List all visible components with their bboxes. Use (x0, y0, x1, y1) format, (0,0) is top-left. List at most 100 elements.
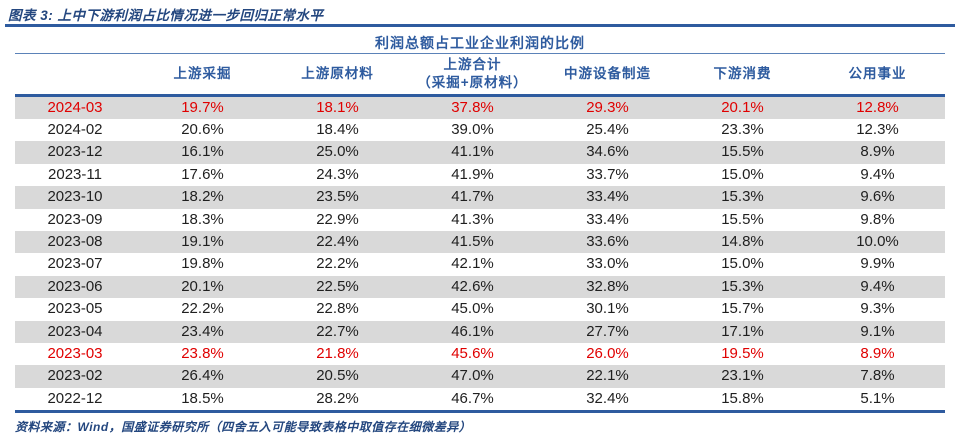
table-row-2023-11: 2023-11 17.6% 24.3% 41.9% 33.7% 15.0% 9.4% (15, 164, 945, 186)
row-value: 7.8% (860, 367, 895, 385)
row-value: 23.8% (181, 344, 224, 362)
row-value: 22.9% (316, 210, 359, 228)
row-value: 23.5% (316, 188, 359, 206)
profit-share-table-container: 利润总额占工业企业利润的比例 上游采掘 上游原材料 上游合计 （采掘+原材料） 中游设… (15, 33, 945, 414)
row-value: 15.8% (721, 389, 764, 407)
row-value: 26.4% (181, 367, 224, 385)
row-value: 8.9% (860, 143, 895, 161)
row-value: 8.9% (860, 344, 895, 362)
row-value: 45.0% (451, 300, 494, 318)
row-value: 22.2% (316, 255, 359, 273)
row-value: 17.6% (181, 165, 224, 183)
row-value: 12.8% (856, 98, 899, 116)
row-value: 18.1% (316, 98, 359, 116)
row-value: 19.8% (181, 255, 224, 273)
table-body: 2024-03 19.7% 18.1% 37.8% 29.3% 20.1% 12.8% 202… (15, 95, 945, 410)
row-date: 2024-03 (47, 98, 103, 116)
table-row-2023-05: 2023-05 22.2% 22.8% 45.0% 30.1% 15.7% 9.3% (15, 298, 945, 320)
row-value: 25.0% (316, 143, 359, 161)
row-value: 14.8% (721, 232, 764, 250)
source-note: 资料来源：Wind，国盛证券研究所（四舍五入可能导致表格中取值存在细微差异） (15, 420, 472, 434)
row-value: 22.5% (316, 277, 359, 295)
row-value: 15.5% (721, 210, 764, 228)
row-value: 41.1% (451, 143, 494, 161)
row-value: 30.1% (586, 300, 629, 318)
column-header-2: 上游原材料 (270, 54, 405, 97)
table-row-2024-03: 2024-03 19.7% 18.1% 37.8% 29.3% 20.1% 12.8% (15, 95, 945, 119)
row-value: 5.1% (860, 389, 895, 407)
row-value: 9.4% (860, 165, 895, 183)
column-header-4: 中游设备制造 (540, 54, 675, 97)
table-title: 利润总额占工业企业利润的比例 (375, 35, 585, 51)
row-value: 37.8% (451, 98, 494, 116)
row-value: 15.0% (721, 255, 764, 273)
row-value: 22.8% (316, 300, 359, 318)
row-value: 15.3% (721, 277, 764, 295)
column-header-1: 上游采掘 (135, 54, 270, 97)
row-value: 33.4% (586, 188, 629, 206)
row-value: 47.0% (451, 367, 494, 385)
row-value: 39.0% (451, 120, 494, 138)
row-value: 33.6% (586, 232, 629, 250)
table-row-2023-12: 2023-12 16.1% 25.0% 41.1% 34.6% 15.5% 8.9% (15, 141, 945, 164)
figure-title: 图表 3: 上中下游利润占比情况进一步回归正常水平 (8, 8, 324, 23)
row-value: 28.2% (316, 389, 359, 407)
row-value: 46.1% (451, 322, 494, 340)
row-value: 22.2% (181, 300, 224, 318)
row-value: 12.3% (856, 120, 899, 138)
row-value: 20.5% (316, 367, 359, 385)
profit-share-table: 上游采掘 上游原材料 上游合计 （采掘+原材料） 中游设备制造 下游消费 公用事业 202… (15, 54, 945, 410)
row-value: 23.3% (721, 120, 764, 138)
header-thin-divider (15, 53, 945, 54)
table-row-2023-02: 2023-02 26.4% 20.5% 47.0% 22.1% 23.1% 7.8% (15, 365, 945, 388)
row-value: 20.1% (721, 98, 764, 116)
row-value: 19.1% (181, 232, 224, 250)
column-header-3: 上游合计 （采掘+原材料） (405, 54, 540, 97)
row-value: 27.7% (586, 322, 629, 340)
row-value: 32.8% (586, 277, 629, 295)
row-value: 20.6% (181, 120, 224, 138)
row-value: 15.0% (721, 165, 764, 183)
top-divider (5, 24, 955, 27)
row-value: 9.6% (860, 188, 895, 206)
row-value: 24.3% (316, 165, 359, 183)
row-value: 26.0% (586, 344, 629, 362)
table-row-2023-07: 2023-07 19.8% 22.2% 42.1% 33.0% 15.0% 9.9% (15, 253, 945, 275)
column-header-0 (15, 54, 135, 97)
row-value: 9.8% (860, 210, 895, 228)
row-value: 20.1% (181, 277, 224, 295)
row-value: 45.6% (451, 344, 494, 362)
row-date: 2023-08 (47, 232, 103, 250)
row-value: 33.0% (586, 255, 629, 273)
row-value: 41.5% (451, 232, 494, 250)
row-value: 9.1% (860, 322, 895, 340)
row-value: 23.4% (181, 322, 224, 340)
row-value: 22.7% (316, 322, 359, 340)
row-value: 34.6% (586, 143, 629, 161)
column-header-6: 公用事业 (810, 54, 945, 97)
table-row-2023-10: 2023-10 18.2% 23.5% 41.7% 33.4% 15.3% 9.6% (15, 186, 945, 209)
bottom-divider (15, 410, 945, 414)
row-value: 41.7% (451, 188, 494, 206)
row-value: 21.8% (316, 344, 359, 362)
row-value: 41.9% (451, 165, 494, 183)
row-value: 46.7% (451, 389, 494, 407)
row-value: 29.3% (586, 98, 629, 116)
table-row-2023-03: 2023-03 23.8% 21.8% 45.6% 26.0% 19.5% 8.9% (15, 343, 945, 365)
row-value: 32.4% (586, 389, 629, 407)
row-value: 16.1% (181, 143, 224, 161)
row-date: 2024-02 (47, 120, 103, 138)
row-value: 9.3% (860, 300, 895, 318)
row-value: 41.3% (451, 210, 494, 228)
row-date: 2023-07 (47, 255, 103, 273)
row-date: 2023-06 (47, 277, 103, 295)
row-value: 23.1% (721, 367, 764, 385)
table-row-2023-06: 2023-06 20.1% 22.5% 42.6% 32.8% 15.3% 9.4% (15, 275, 945, 299)
row-value: 15.3% (721, 188, 764, 206)
row-value: 9.4% (860, 277, 895, 295)
row-value: 15.5% (721, 143, 764, 161)
row-value: 42.6% (451, 277, 494, 295)
row-date: 2023-09 (47, 210, 103, 228)
row-value: 18.5% (181, 389, 224, 407)
